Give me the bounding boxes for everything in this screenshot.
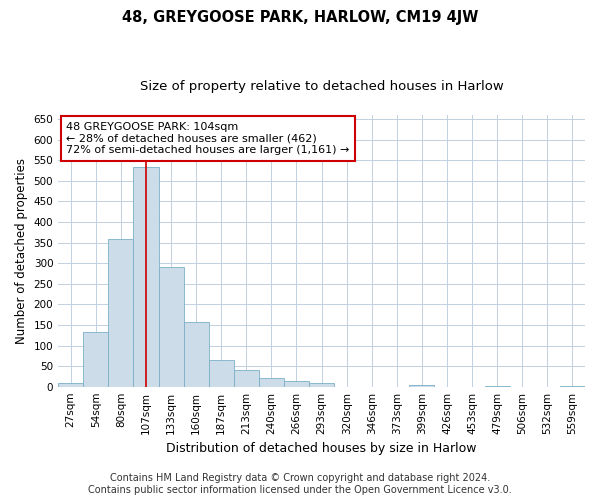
- Bar: [209, 360, 234, 386]
- Bar: [184, 322, 209, 386]
- Bar: [58, 382, 83, 386]
- Text: 48 GREYGOOSE PARK: 104sqm
← 28% of detached houses are smaller (462)
72% of semi: 48 GREYGOOSE PARK: 104sqm ← 28% of detac…: [66, 122, 349, 155]
- Bar: [409, 385, 434, 386]
- Bar: [234, 370, 259, 386]
- Title: Size of property relative to detached houses in Harlow: Size of property relative to detached ho…: [140, 80, 503, 93]
- Bar: [133, 168, 158, 386]
- Text: 48, GREYGOOSE PARK, HARLOW, CM19 4JW: 48, GREYGOOSE PARK, HARLOW, CM19 4JW: [122, 10, 478, 25]
- Text: Contains HM Land Registry data © Crown copyright and database right 2024.
Contai: Contains HM Land Registry data © Crown c…: [88, 474, 512, 495]
- Bar: [309, 382, 334, 386]
- Bar: [284, 380, 309, 386]
- X-axis label: Distribution of detached houses by size in Harlow: Distribution of detached houses by size …: [166, 442, 477, 455]
- Y-axis label: Number of detached properties: Number of detached properties: [15, 158, 28, 344]
- Bar: [158, 268, 184, 386]
- Bar: [109, 240, 133, 386]
- Bar: [83, 332, 109, 386]
- Bar: [259, 378, 284, 386]
